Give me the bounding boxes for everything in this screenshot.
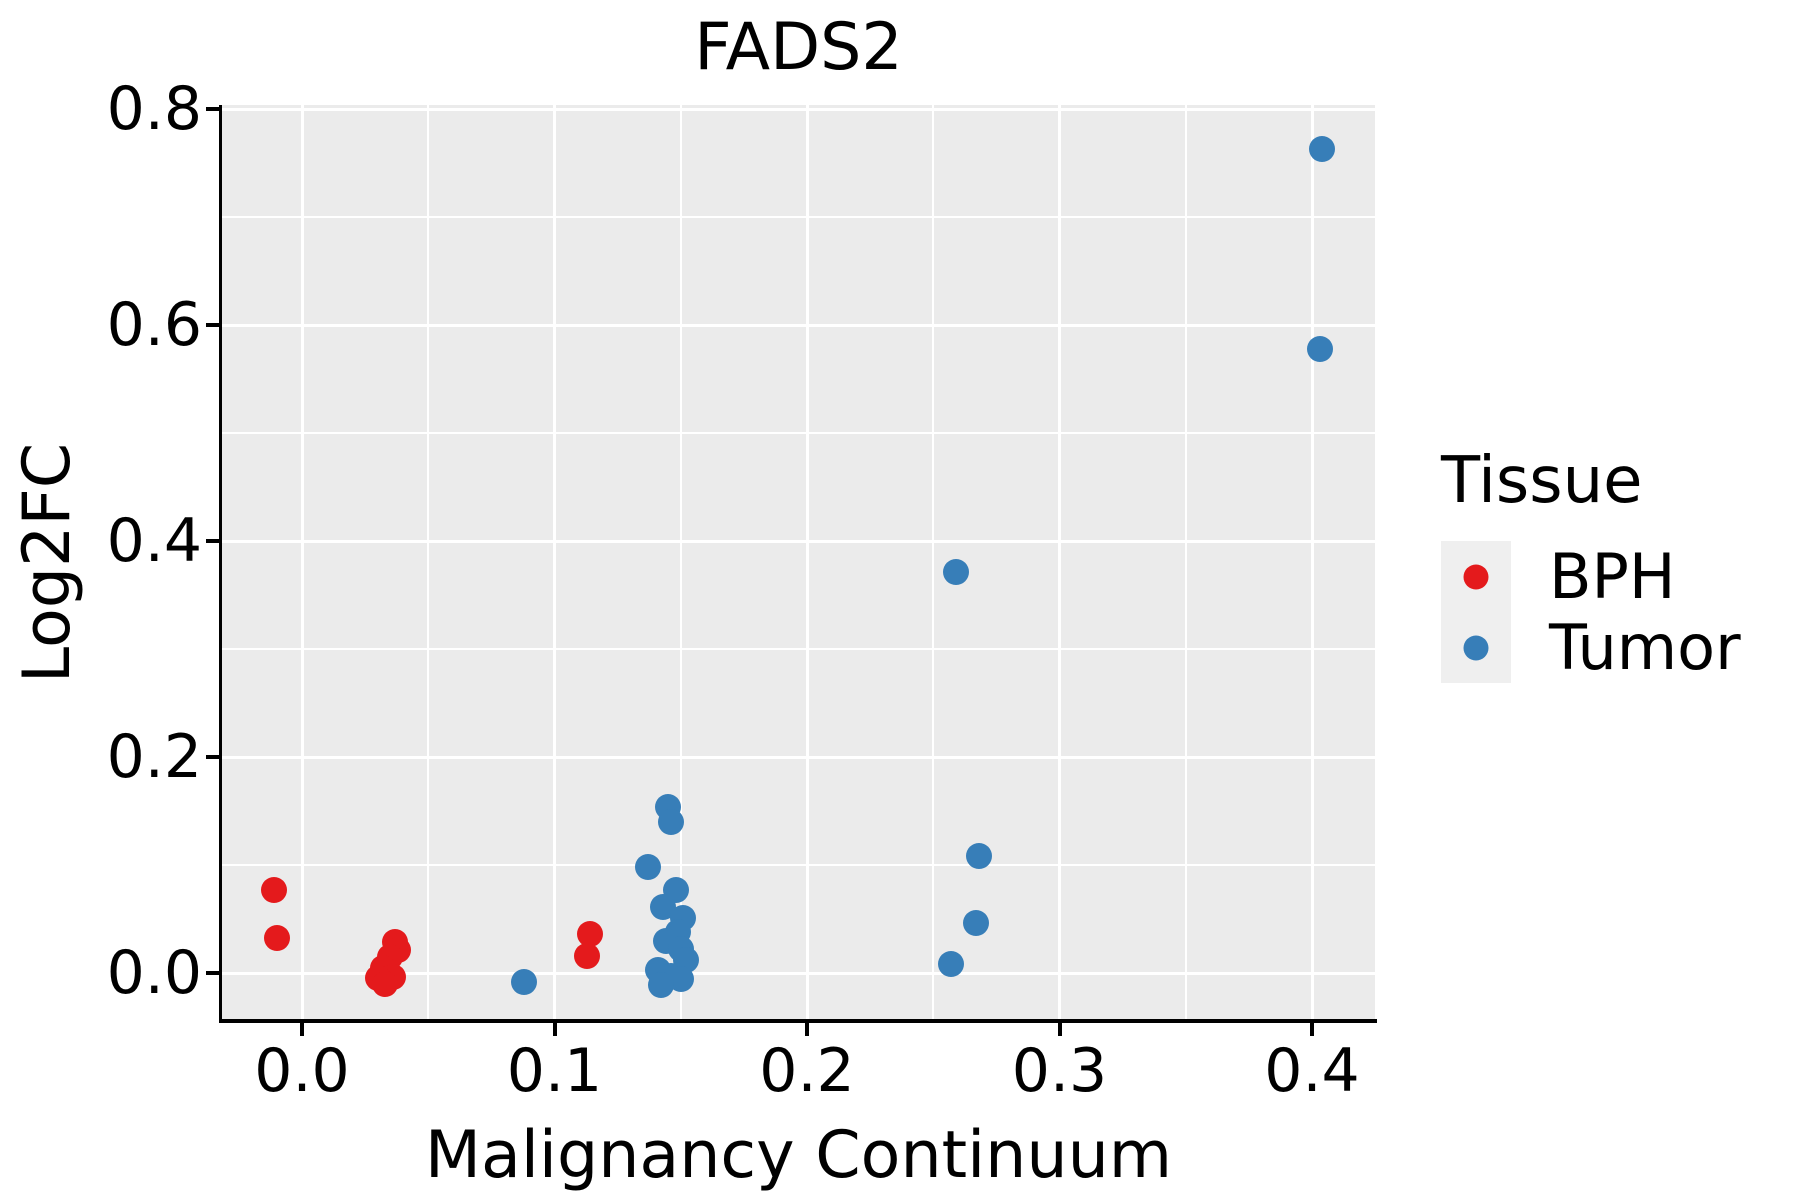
data-point-bph — [263, 925, 290, 952]
gridline-major-x — [805, 105, 809, 1021]
y-tick-label: 0.2 — [106, 722, 202, 792]
y-tick-mark — [206, 971, 219, 975]
gridline-minor-y — [222, 864, 1375, 866]
data-point-tumor — [511, 968, 538, 995]
y-axis-title: Log2FC — [10, 442, 85, 684]
x-axis-line — [219, 1019, 1377, 1023]
data-point-tumor — [647, 971, 674, 998]
legend: Tissue BPH Tumor — [1441, 448, 1741, 683]
x-axis-title: Malignancy Continuum — [424, 1118, 1173, 1193]
gridline-major-x — [1058, 105, 1061, 1021]
legend-key-tumor — [1441, 612, 1511, 683]
data-point-tumor — [937, 951, 964, 978]
y-tick-mark — [206, 539, 219, 543]
x-tick-label: 0.3 — [1011, 1036, 1108, 1106]
legend-label-tumor: Tumor — [1549, 610, 1741, 684]
x-tick-mark — [805, 1023, 809, 1036]
data-point-tumor — [963, 910, 990, 937]
gridline-minor-x — [1184, 105, 1187, 1021]
legend-label-bph: BPH — [1549, 539, 1676, 613]
x-tick-mark — [552, 1023, 557, 1036]
data-point-bph — [574, 942, 601, 969]
data-point-tumor — [634, 854, 661, 881]
bph-dot-icon — [1463, 564, 1489, 589]
legend-key-bph — [1441, 541, 1511, 612]
x-tick-mark — [1310, 1023, 1314, 1036]
data-point-tumor — [942, 559, 969, 586]
gridline-major-y — [222, 539, 1375, 543]
x-tick-mark — [300, 1023, 304, 1036]
x-tick-label: 0.2 — [759, 1036, 855, 1106]
x-tick-label: 0.4 — [1264, 1036, 1360, 1106]
gridline-minor-y — [222, 648, 1375, 650]
y-tick-label: 0.0 — [106, 938, 202, 1008]
gridline-major-x — [1310, 105, 1314, 1021]
data-point-bph — [372, 970, 399, 997]
gridline-minor-y — [222, 432, 1375, 434]
x-tick-mark — [1057, 1023, 1062, 1036]
data-point-tumor — [657, 808, 684, 835]
gridline-major-y — [222, 323, 1375, 327]
y-tick-mark — [206, 107, 219, 111]
y-tick-label: 0.6 — [106, 290, 202, 360]
y-tick-mark — [206, 755, 219, 759]
legend-item-tumor: Tumor — [1441, 612, 1741, 683]
gridline-minor-x — [932, 105, 935, 1021]
plot-panel — [222, 105, 1375, 1021]
gridline-major-y — [222, 971, 1375, 975]
y-tick-label: 0.4 — [106, 506, 202, 576]
plot-title: FADS2 — [694, 10, 903, 85]
data-point-bph — [261, 876, 288, 903]
y-tick-mark — [206, 323, 219, 327]
x-tick-label: 0.1 — [506, 1036, 603, 1106]
gridline-minor-x — [679, 105, 682, 1021]
data-point-tumor — [1306, 335, 1333, 362]
x-tick-label: 0.0 — [254, 1036, 350, 1106]
y-axis-line — [219, 105, 222, 1023]
gridline-major-y — [222, 755, 1375, 759]
gridline-minor-y — [222, 216, 1375, 218]
gridline-minor-x — [427, 105, 430, 1021]
legend-title: Tissue — [1441, 444, 1643, 518]
tumor-dot-icon — [1463, 635, 1489, 660]
legend-item-bph: BPH — [1441, 541, 1741, 612]
data-point-tumor — [965, 843, 992, 870]
gridline-major-x — [553, 105, 556, 1021]
data-point-tumor — [1309, 135, 1336, 162]
y-tick-label: 0.8 — [106, 74, 202, 144]
gridline-major-x — [300, 105, 304, 1021]
gridline-major-y — [222, 107, 1375, 111]
